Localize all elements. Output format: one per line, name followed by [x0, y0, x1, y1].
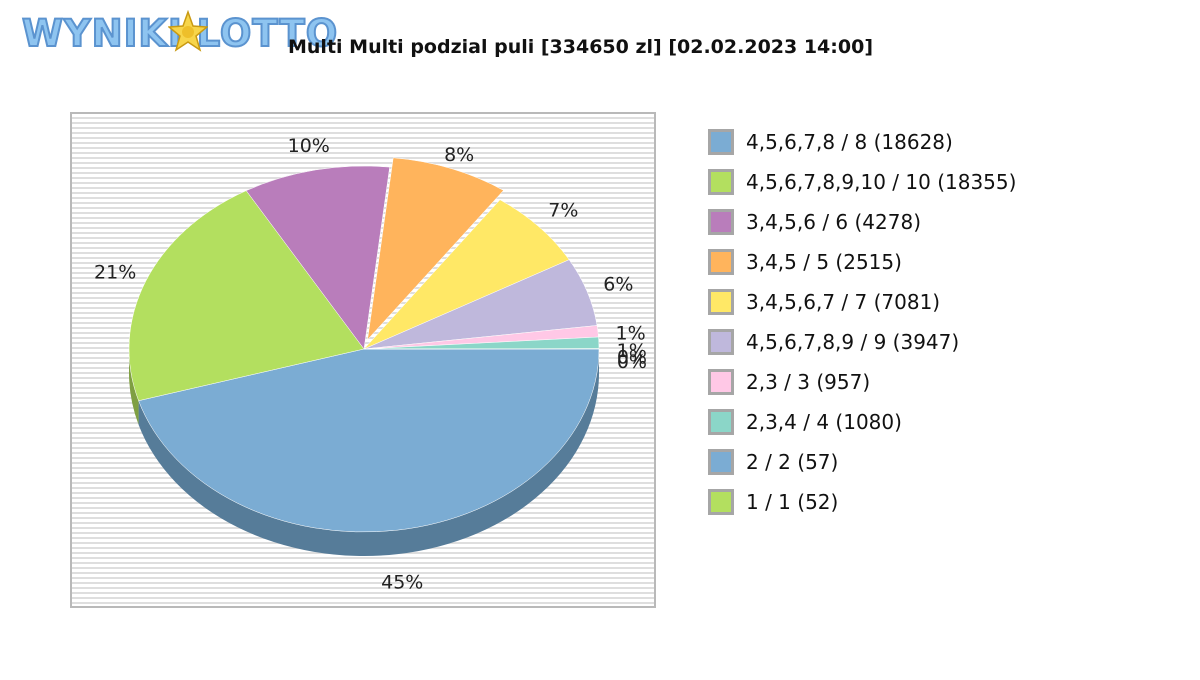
star-icon	[168, 10, 208, 52]
legend-label: 3,4,5 / 5 (2515)	[746, 250, 902, 274]
slice-percent-label: 45%	[381, 571, 423, 593]
site-logo[interactable]: WYNIKI LOTTO	[21, 10, 338, 60]
legend-item: 3,4,5,6,7 / 7 (7081)	[708, 282, 1188, 322]
pie-slice	[367, 157, 504, 341]
legend-item: 4,5,6,7,8 / 8 (18628)	[708, 122, 1188, 162]
legend-label: 4,5,6,7,8,9,10 / 10 (18355)	[746, 170, 1017, 194]
slice-percent-label: 8%	[444, 144, 474, 166]
legend-swatch	[708, 409, 734, 435]
legend-swatch	[708, 369, 734, 395]
legend-label: 4,5,6,7,8 / 8 (18628)	[746, 130, 953, 154]
legend: 4,5,6,7,8 / 8 (18628) 4,5,6,7,8,9,10 / 10…	[708, 122, 1188, 522]
pie-slice-side	[129, 349, 139, 425]
legend-swatch	[708, 129, 734, 155]
chart-title: Multi Multi podzial puli [334650 zl] [02…	[288, 36, 874, 58]
legend-swatch	[708, 289, 734, 315]
slice-percent-label: 0%	[617, 351, 647, 373]
legend-swatch	[708, 209, 734, 235]
legend-item: 4,5,6,7,8,9,10 / 10 (18355)	[708, 162, 1188, 202]
legend-label: 4,5,6,7,8,9 / 9 (3947)	[746, 330, 960, 354]
legend-item: 3,4,5 / 5 (2515)	[708, 242, 1188, 282]
legend-label: 3,4,5,6 / 6 (4278)	[746, 210, 922, 234]
slice-percent-label: 21%	[94, 262, 136, 284]
slice-percent-label: 7%	[548, 200, 578, 222]
slice-percent-label: 6%	[603, 274, 633, 296]
legend-item: 3,4,5,6 / 6 (4278)	[708, 202, 1188, 242]
plot-area: 45% 21% 10% 8% 7% 6% 1% 1% 0% 0%	[70, 112, 656, 608]
pie-chart: 45%21%10% 8%7%6%1%1%0%0%	[94, 135, 647, 594]
legend-item: 2,3 / 3 (957)	[708, 362, 1188, 402]
slice-percent-label: 10%	[288, 135, 330, 157]
legend-label: 2 / 2 (57)	[746, 450, 839, 474]
legend-label: 2,3,4 / 4 (1080)	[746, 410, 902, 434]
legend-item: 2,3,4 / 4 (1080)	[708, 402, 1188, 442]
legend-label: 2,3 / 3 (957)	[746, 370, 871, 394]
slice-percent-label: 0%	[617, 347, 647, 369]
legend-swatch	[708, 249, 734, 275]
pie-slice	[128, 190, 365, 402]
pie-slice	[363, 199, 570, 350]
legend-swatch	[708, 489, 734, 515]
pie-slice	[245, 165, 390, 350]
slice-percent-label: 1%	[616, 323, 646, 345]
legend-item: 4,5,6,7,8,9 / 9 (3947)	[708, 322, 1188, 362]
slice-percent-label: 1%	[617, 340, 647, 362]
legend-item: 1 / 1 (52)	[708, 482, 1188, 522]
legend-swatch	[708, 449, 734, 475]
legend-label: 1 / 1 (52)	[746, 490, 839, 514]
legend-item: 2 / 2 (57)	[708, 442, 1188, 482]
pie-slice	[138, 348, 600, 533]
legend-label: 3,4,5,6,7 / 7 (7081)	[746, 290, 941, 314]
legend-swatch	[708, 329, 734, 355]
legend-swatch	[708, 169, 734, 195]
